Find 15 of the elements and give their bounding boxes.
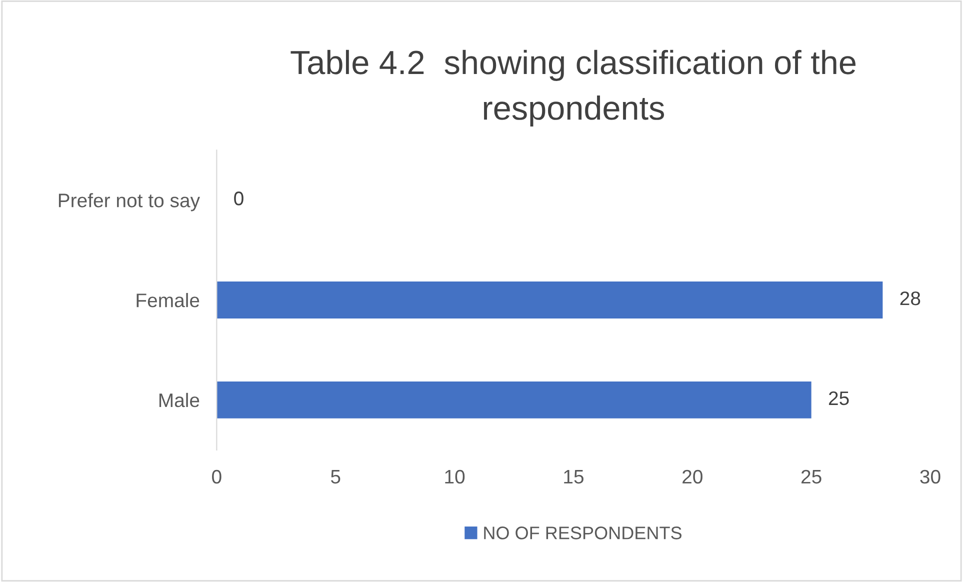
data-label: 25	[828, 391, 849, 406]
legend-label: NO OF RESPONDENTS	[484, 526, 682, 540]
x-tick-label: 20	[682, 470, 702, 484]
y-tick-label: Male	[159, 392, 200, 408]
x-tick-label: 25	[801, 470, 822, 484]
data-label: 0	[234, 192, 244, 206]
x-tick-label: 5	[330, 470, 340, 484]
x-tick-label: 15	[564, 470, 584, 484]
y-tick-label: Prefer not to say	[58, 193, 200, 212]
x-tick-label: 30	[920, 470, 940, 484]
x-tick-label: 0	[212, 470, 222, 484]
data-label: 28	[900, 291, 920, 306]
y-tick-label: Female	[136, 292, 200, 308]
x-tick-label: 10	[445, 470, 465, 484]
chart-title: Table 4.2 showing classification of the respondents	[290, 50, 856, 127]
